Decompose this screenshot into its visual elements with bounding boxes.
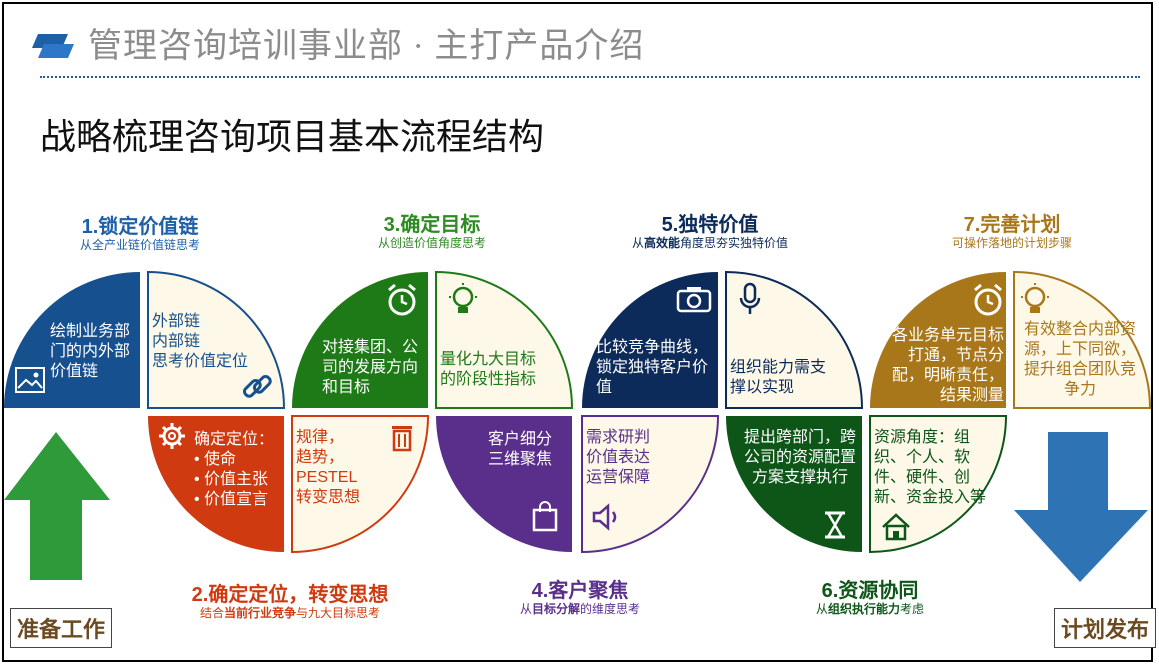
step4-left-text: 客户细分 三维聚焦 [487, 431, 552, 468]
step2-title: 2.确定定位，转变思想 [191, 584, 389, 606]
step6-solid-shape [726, 416, 862, 552]
step2-right-text: 规律， 趋势， PESTEL 转变思想 [296, 429, 361, 506]
step6-title: 6.资源协同 [821, 580, 919, 602]
step1-left-text: 绘制业务部门的内外部价值链 [50, 323, 131, 380]
step7-solid-shape [870, 272, 1006, 408]
step5-right-text: 组织能力需支撑以实现 [730, 359, 827, 396]
plan-release-label: 计划发布 [1054, 608, 1157, 648]
speaker-icon [592, 503, 617, 531]
link-icon [242, 374, 272, 398]
step3-right-text: 量化九大目标的阶段性指标 [440, 351, 537, 388]
page-title: 战略梳理咨询项目基本流程结构 [40, 117, 545, 157]
step5-sub: 从高效能角度思夯实独特价值 [631, 236, 789, 250]
step2-solid-shape [148, 416, 284, 552]
step1-sub: 从全产业链价值链思考 [79, 238, 201, 252]
alarm-clock-icon-2 [974, 283, 1002, 316]
step4-right-text: 需求研判 价值表达 运营保障 [586, 429, 651, 486]
step3-sub: 从创造价值角度思考 [377, 236, 487, 250]
step2-left-text: 确定定位： • 使命 • 价值主张 • 价值宣言 [194, 431, 275, 508]
lightbulb-icon [449, 283, 477, 313]
camera-icon [676, 287, 712, 313]
shopping-bag-icon [532, 501, 558, 532]
step7-left-text: 各业务单元目标打通，节点分配，明晰责任，结果测量 [891, 327, 1004, 404]
step3-left-text: 对接集团、公司的发展方向和目标 [322, 339, 419, 396]
step4-solid-shape [436, 416, 572, 552]
step7-right-text: 有效整合内部资源，上下同欲，提升组合团队竞争力 [1023, 321, 1136, 398]
image-icon [15, 367, 45, 393]
step1-right-text: 外部链 内部链 思考价值定位 [152, 313, 249, 370]
dept-title: 管理咨询培训事业部 · 主打产品介绍 [88, 28, 645, 65]
step4-sub: 从目标分解的维度思考 [519, 602, 641, 616]
step6-light-shape [869, 415, 1008, 554]
step7-sub: 可操作落地的计划步骤 [951, 236, 1073, 250]
step2-sub: 结合当前行业竞争与九大目标思考 [199, 606, 381, 620]
step5-solid-shape [582, 272, 718, 408]
down-arrow [1014, 432, 1148, 582]
step4-title: 4.客户聚焦 [531, 580, 629, 602]
step3-light-shape [435, 270, 574, 409]
step5-title: 5.独特价值 [661, 214, 759, 236]
step3-solid-shape [292, 272, 428, 408]
step3-title: 3.确定目标 [383, 214, 481, 236]
alarm-clock-icon [388, 283, 416, 316]
step5-left-text: 比较竞争曲线，锁定独特客户价值 [596, 339, 709, 396]
lightbulb-icon-2 [1021, 283, 1049, 313]
home-icon [882, 513, 910, 541]
dotted-divider [40, 76, 1140, 78]
step6-sub: 从组织执行能力考虑 [815, 602, 925, 616]
trash-icon [392, 426, 412, 452]
step6-right-text: 资源角度：组织、个人、软件、硬件、创新、资金投入等 [874, 429, 987, 506]
hourglass-icon [825, 511, 845, 539]
step6-left-text: 提出跨部门，跨公司的资源配置方案支撑执行 [743, 429, 856, 486]
step1-light-shape [147, 270, 286, 409]
step7-light-shape [1013, 270, 1152, 409]
gear-icon [159, 423, 185, 449]
microphone-icon [739, 282, 761, 314]
step7-title: 7.完善计划 [963, 214, 1061, 236]
step1-title: 1.锁定价值链 [81, 216, 199, 238]
step5-light-shape [725, 270, 864, 409]
prep-work-label: 准备工作 [10, 608, 113, 648]
up-arrow [4, 432, 110, 580]
logo-icon [32, 34, 74, 58]
